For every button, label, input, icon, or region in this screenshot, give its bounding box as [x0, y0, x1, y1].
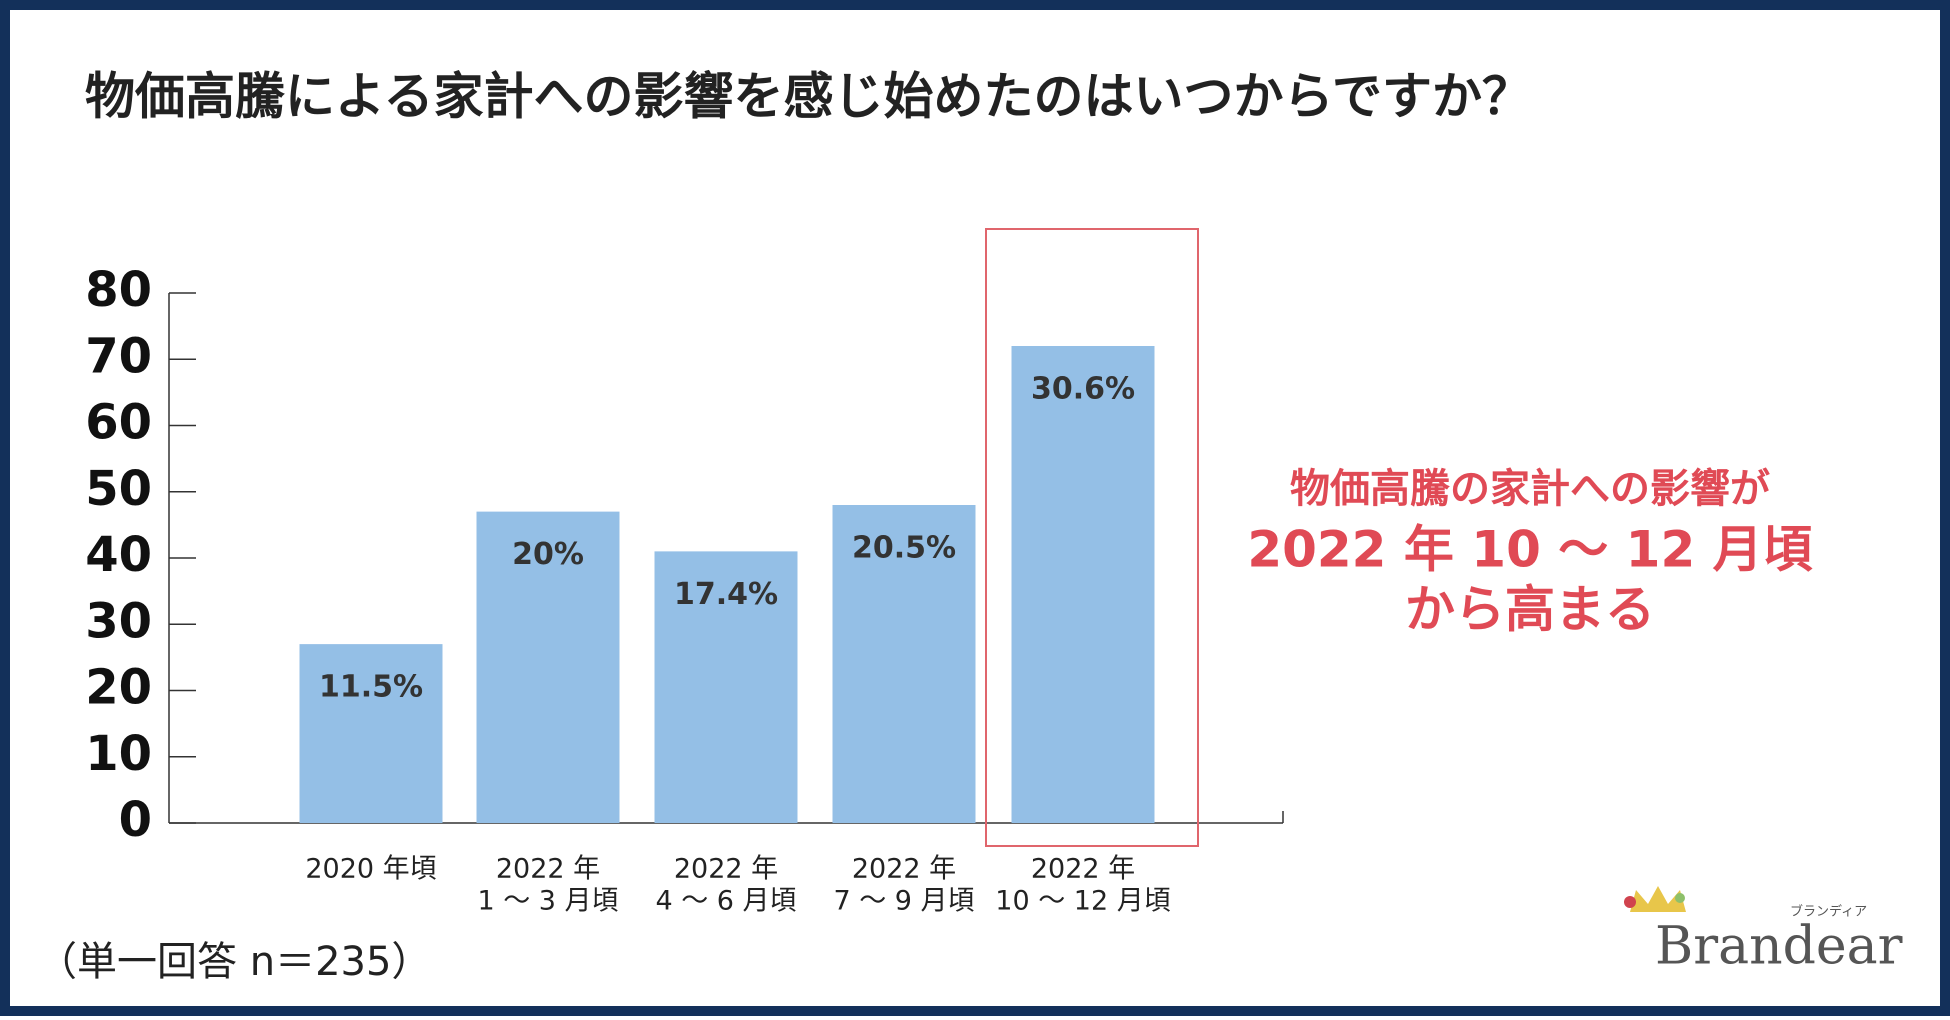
- y-tick-label: 70: [85, 328, 152, 384]
- y-tick-label: 30: [85, 593, 152, 649]
- bar-label: 17.4%: [674, 577, 778, 612]
- x-tick-label: 2022 年: [496, 854, 600, 885]
- logo-kana: ブランディア: [1790, 904, 1867, 920]
- x-tick-label: 2022 年: [674, 854, 778, 885]
- x-tick-label: 7 ～ 9 月頃: [833, 886, 974, 917]
- bar-label: 30.6%: [1031, 372, 1135, 407]
- x-tick-label: 1 ～ 3 月頃: [477, 886, 618, 917]
- bar: [476, 511, 620, 823]
- y-tick-label: 20: [85, 660, 152, 716]
- y-tick-label: 0: [119, 792, 152, 848]
- bar-label: 11.5%: [319, 670, 423, 705]
- bar: [1011, 346, 1155, 823]
- y-tick-label: 60: [85, 395, 152, 451]
- y-tick-label: 10: [85, 726, 152, 782]
- y-tick-label: 80: [85, 262, 152, 318]
- logo: Brandear ブランディア: [1624, 886, 1903, 977]
- bar: [654, 551, 798, 823]
- callout: 物価高騰の家計への影響が: [1290, 466, 1770, 512]
- chart-title: 物価高騰による家計への影響を感じ始めたのはいつからですか？: [85, 68, 1532, 126]
- bar: [299, 644, 443, 823]
- x-tick-label: 2020 年頃: [305, 854, 436, 885]
- y-tick-label: 40: [85, 527, 152, 583]
- x-tick-label: 10 ～ 12 月頃: [995, 886, 1170, 917]
- note: （単一回答 n＝235）: [37, 939, 431, 985]
- callout: から高まる: [1405, 581, 1655, 639]
- crown-jewel: [1675, 893, 1685, 903]
- callout: 2022 年 10 ～ 12 月頃: [1247, 521, 1812, 579]
- highlight-box: [985, 228, 1199, 847]
- x-tick-label: 2022 年: [1031, 854, 1135, 885]
- x-tick-label: 4 ～ 6 月頃: [655, 886, 796, 917]
- x-tick-label: 2022 年: [852, 854, 956, 885]
- logo-name: Brandear: [1655, 917, 1903, 977]
- bar-label: 20%: [512, 537, 584, 572]
- y-tick-label: 50: [85, 461, 152, 517]
- crown-jewel: [1624, 896, 1636, 908]
- crown-icon: [1630, 886, 1686, 912]
- bar-label: 20.5%: [852, 531, 956, 566]
- bar: [832, 505, 976, 823]
